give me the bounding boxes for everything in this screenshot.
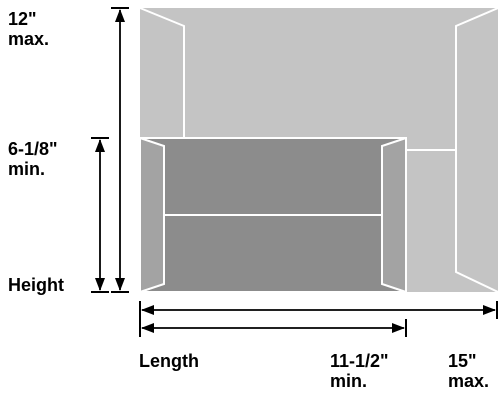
length-min-value: 11-1/2" [330,351,389,371]
height-min-arrow-top [95,139,105,152]
height-max-arrow-bottom [115,278,125,291]
max-envelope-left-flap [139,7,185,138]
height-max-arrow-top [115,9,125,22]
height-min-label: 6-1/8" min. [8,139,58,179]
length-min-qualifier: min. [330,371,368,391]
length-max-dimension [139,301,498,337]
length-axis-text: Length [139,351,199,371]
length-max-value: 15" [448,351,477,371]
height-axis-label: Height [8,275,64,295]
min-envelope-left-flap [140,138,164,292]
length-max-arrow-left [141,305,154,315]
height-max-dimension [111,7,129,293]
length-axis-label: Length [139,351,199,371]
length-min-label: 11-1/2" min. [330,351,389,391]
length-min-dimension [141,319,407,337]
length-max-qualifier: max. [448,371,490,391]
height-min-qualifier: min. [8,159,46,179]
height-max-value: 12" [8,9,37,29]
length-max-arrow-right [483,305,496,315]
min-envelope [139,137,407,293]
height-min-arrow-bottom [95,278,105,291]
height-min-dimension [91,137,109,293]
height-max-qualifier: max. [8,29,50,49]
height-max-label: 12" max. [8,9,49,49]
length-min-arrow-left [141,323,154,333]
length-max-label: 15" max. [448,351,489,391]
min-envelope-right-flap [382,138,406,292]
min-envelope-outline [139,137,407,293]
height-axis-text: Height [8,275,64,295]
height-min-value: 6-1/8" [8,139,58,159]
length-min-arrow-right [392,323,405,333]
